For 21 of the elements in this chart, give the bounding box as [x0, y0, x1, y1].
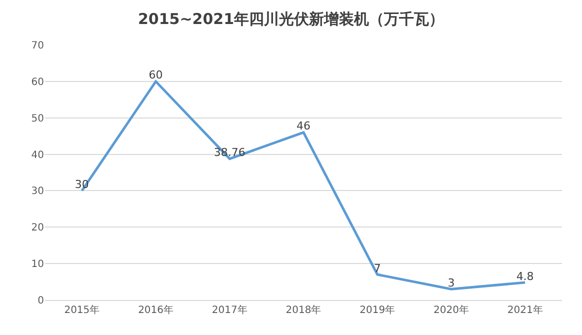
- data-label: 60: [148, 68, 163, 82]
- y-tick-label: 10: [31, 259, 44, 270]
- x-tick-label: 2016年: [138, 304, 174, 316]
- y-tick-label: 20: [31, 222, 44, 234]
- x-tick-label: 2018年: [286, 304, 322, 316]
- data-label: 4.8: [516, 270, 534, 283]
- data-label: 7: [374, 262, 381, 275]
- y-tick-label: 70: [31, 40, 44, 52]
- chart-title: 2015~2021年四川光伏新增装机（万千瓦）: [138, 10, 444, 28]
- y-tick-label: 60: [31, 76, 44, 88]
- x-tick-label: 2021年: [507, 304, 543, 316]
- x-tick-label: 2015年: [64, 304, 100, 316]
- y-tick-label: 50: [31, 113, 44, 124]
- y-tick-label: 40: [31, 150, 44, 161]
- y-tick-label: 0: [38, 296, 44, 306]
- data-label: 3: [448, 276, 455, 290]
- y-tick-label: 30: [31, 186, 44, 198]
- x-tick-label: 2019年: [360, 304, 396, 316]
- x-tick-label: 2017年: [212, 304, 248, 316]
- data-label: 46: [296, 120, 310, 133]
- x-tick-label: 2020年: [433, 304, 469, 316]
